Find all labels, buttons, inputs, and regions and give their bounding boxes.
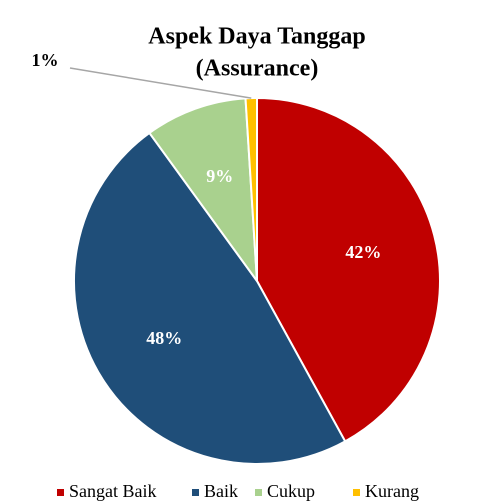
data-label: 1% bbox=[32, 50, 59, 70]
data-label: 9% bbox=[206, 166, 233, 186]
legend-label: Sangat Baik bbox=[69, 481, 157, 501]
legend-label: Kurang bbox=[365, 481, 419, 501]
data-label: 42% bbox=[345, 242, 381, 262]
chart-title: Aspek Daya Tanggap bbox=[148, 24, 365, 50]
pie-slice bbox=[148, 97, 259, 285]
pie-slice bbox=[256, 96, 441, 443]
legend-swatch bbox=[57, 489, 64, 496]
legend-swatch bbox=[192, 489, 199, 496]
data-label: 48% bbox=[146, 328, 182, 348]
chart-title: (Assurance) bbox=[196, 56, 319, 82]
legend-swatch bbox=[255, 489, 262, 496]
leader-line bbox=[69, 67, 252, 99]
legend-swatch bbox=[353, 489, 360, 496]
legend-label: Cukup bbox=[267, 481, 315, 501]
legend-label: Baik bbox=[204, 481, 238, 501]
pie-slice bbox=[73, 131, 347, 465]
